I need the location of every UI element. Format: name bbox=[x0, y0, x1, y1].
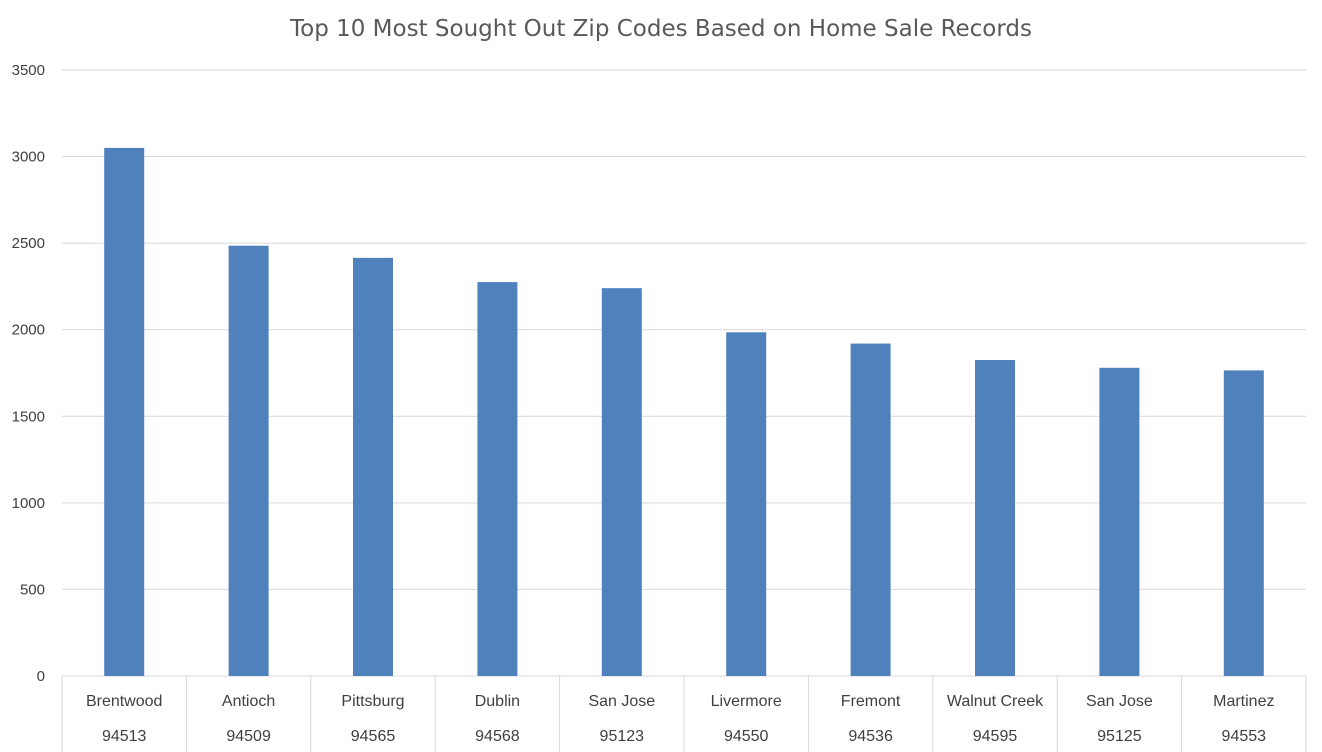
x-category-city-label: Pittsburg bbox=[341, 693, 404, 710]
x-category-zip-label: 94550 bbox=[724, 728, 769, 745]
x-category-city-label: San Jose bbox=[1086, 693, 1153, 710]
y-tick-label: 1500 bbox=[12, 408, 45, 425]
bar bbox=[104, 147, 145, 676]
bar bbox=[601, 288, 642, 676]
x-category-zip-label: 94553 bbox=[1222, 728, 1267, 745]
bar bbox=[1223, 370, 1264, 676]
bar bbox=[975, 360, 1015, 676]
bar bbox=[228, 245, 269, 677]
x-category-zip-label: 94568 bbox=[475, 728, 520, 745]
x-category-zip-label: 95123 bbox=[600, 728, 645, 745]
x-category-city-label: Antioch bbox=[222, 693, 275, 710]
x-category-zip-label: 94509 bbox=[226, 728, 271, 745]
bar bbox=[1099, 367, 1140, 676]
x-category-city-label: Brentwood bbox=[86, 693, 163, 710]
y-axis-ticks: 0 500 1000 1500 2000 2500 3000 3500 bbox=[12, 62, 45, 685]
x-category-zip-label: 94536 bbox=[848, 728, 893, 745]
gridlines bbox=[61, 69, 1307, 752]
x-category-zip-label: 94565 bbox=[351, 728, 396, 745]
y-tick-label: 500 bbox=[20, 581, 45, 598]
x-category-zip-label: 94513 bbox=[102, 728, 147, 745]
bars bbox=[104, 147, 1264, 677]
y-tick-label: 0 bbox=[37, 668, 45, 685]
x-category-city-label: Livermore bbox=[711, 693, 782, 710]
bar bbox=[353, 257, 393, 676]
chart-title: Top 10 Most Sought Out Zip Codes Based o… bbox=[289, 16, 1032, 42]
x-category-city-label: Dublin bbox=[475, 693, 520, 710]
y-tick-label: 1000 bbox=[12, 495, 45, 512]
x-category-zip-label: 94595 bbox=[973, 728, 1018, 745]
bar bbox=[726, 332, 767, 676]
x-category-city-label: Fremont bbox=[841, 693, 901, 710]
y-tick-label: 2500 bbox=[12, 235, 45, 252]
y-tick-label: 3500 bbox=[12, 62, 45, 79]
x-category-city-label: Martinez bbox=[1213, 693, 1274, 710]
y-tick-label: 2000 bbox=[12, 322, 45, 339]
y-tick-label: 3000 bbox=[12, 149, 45, 166]
x-category-city-label: San Jose bbox=[588, 693, 655, 710]
bar bbox=[477, 282, 518, 676]
x-category-zip-label: 95125 bbox=[1097, 728, 1142, 745]
bar bbox=[850, 343, 891, 676]
x-category-city-label: Walnut Creek bbox=[947, 693, 1044, 710]
x-axis-categories: Brentwood 94513 Antioch 94509 Pittsburg 94565… bbox=[86, 693, 1275, 745]
